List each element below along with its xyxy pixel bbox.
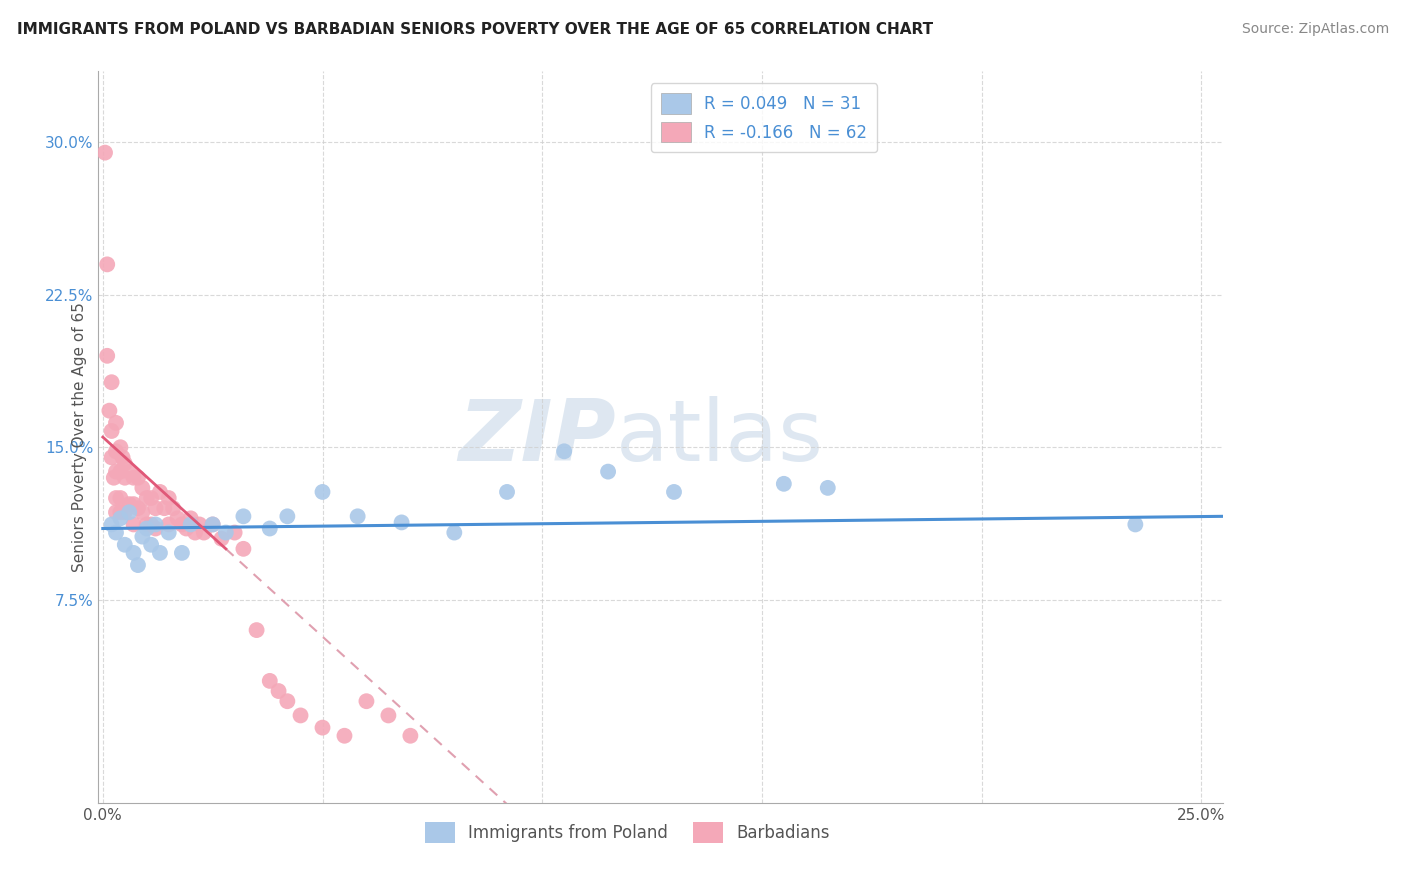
Point	[259, 521, 281, 535]
Text: ZIP: ZIP	[458, 395, 616, 479]
Point	[170, 517, 193, 532]
Point	[157, 517, 180, 532]
Point	[122, 517, 145, 532]
Point	[311, 721, 333, 735]
Point	[267, 684, 290, 698]
Point	[246, 623, 269, 637]
Point	[149, 546, 172, 560]
Point	[224, 525, 246, 540]
Legend: Immigrants from Poland, Barbadians: Immigrants from Poland, Barbadians	[418, 815, 837, 849]
Point	[111, 450, 134, 465]
Point	[153, 501, 176, 516]
Point	[122, 471, 145, 485]
Point	[135, 521, 157, 535]
Point	[157, 525, 180, 540]
Point	[232, 541, 254, 556]
Point	[443, 525, 465, 540]
Point	[276, 694, 298, 708]
Point	[94, 145, 117, 160]
Point	[553, 444, 575, 458]
Point	[184, 525, 207, 540]
Point	[105, 444, 128, 458]
Point	[131, 481, 153, 495]
Text: Source: ZipAtlas.com: Source: ZipAtlas.com	[1241, 22, 1389, 37]
Point	[311, 485, 333, 500]
Point	[598, 465, 620, 479]
Point	[105, 525, 128, 540]
Point	[131, 505, 153, 519]
Point	[259, 673, 281, 688]
Point	[98, 403, 121, 417]
Point	[1125, 517, 1147, 532]
Point	[145, 521, 167, 535]
Point	[211, 532, 233, 546]
Text: atlas: atlas	[616, 395, 824, 479]
Point	[122, 546, 145, 560]
Point	[114, 457, 136, 471]
Point	[96, 257, 118, 271]
Point	[391, 516, 413, 530]
Point	[773, 476, 796, 491]
Point	[377, 708, 399, 723]
Point	[166, 511, 188, 525]
Point	[145, 501, 167, 516]
Point	[174, 521, 197, 535]
Point	[290, 708, 312, 723]
Point	[105, 505, 128, 519]
Point	[276, 509, 298, 524]
Text: IMMIGRANTS FROM POLAND VS BARBADIAN SENIORS POVERTY OVER THE AGE OF 65 CORRELATI: IMMIGRANTS FROM POLAND VS BARBADIAN SENI…	[17, 22, 934, 37]
Point	[346, 509, 368, 524]
Point	[110, 505, 132, 519]
Point	[180, 511, 202, 525]
Point	[100, 517, 122, 532]
Point	[100, 376, 122, 390]
Point	[135, 491, 157, 505]
Point	[105, 416, 128, 430]
Point	[114, 471, 136, 485]
Point	[201, 517, 224, 532]
Point	[131, 530, 153, 544]
Point	[118, 505, 141, 519]
Point	[114, 538, 136, 552]
Point	[135, 517, 157, 532]
Point	[215, 525, 238, 540]
Point	[110, 491, 132, 505]
Point	[149, 485, 172, 500]
Point	[122, 497, 145, 511]
Point	[333, 729, 356, 743]
Point	[157, 491, 180, 505]
Point	[110, 440, 132, 454]
Point	[105, 491, 128, 505]
Point	[170, 546, 193, 560]
Point	[141, 538, 163, 552]
Point	[100, 424, 122, 438]
Point	[356, 694, 378, 708]
Point	[162, 501, 184, 516]
Point	[127, 558, 149, 573]
Y-axis label: Seniors Poverty Over the Age of 65: Seniors Poverty Over the Age of 65	[72, 302, 87, 572]
Point	[105, 465, 128, 479]
Point	[817, 481, 839, 495]
Point	[127, 471, 149, 485]
Point	[96, 349, 118, 363]
Point	[118, 465, 141, 479]
Point	[141, 517, 163, 532]
Point	[110, 511, 132, 525]
Point	[141, 491, 163, 505]
Point	[399, 729, 422, 743]
Point	[496, 485, 519, 500]
Point	[145, 517, 167, 532]
Point	[232, 509, 254, 524]
Point	[662, 485, 685, 500]
Point	[100, 450, 122, 465]
Point	[193, 525, 215, 540]
Point	[188, 517, 211, 532]
Point	[110, 465, 132, 479]
Point	[103, 471, 125, 485]
Point	[114, 505, 136, 519]
Point	[127, 501, 149, 516]
Point	[180, 517, 202, 532]
Point	[118, 497, 141, 511]
Point	[201, 517, 224, 532]
